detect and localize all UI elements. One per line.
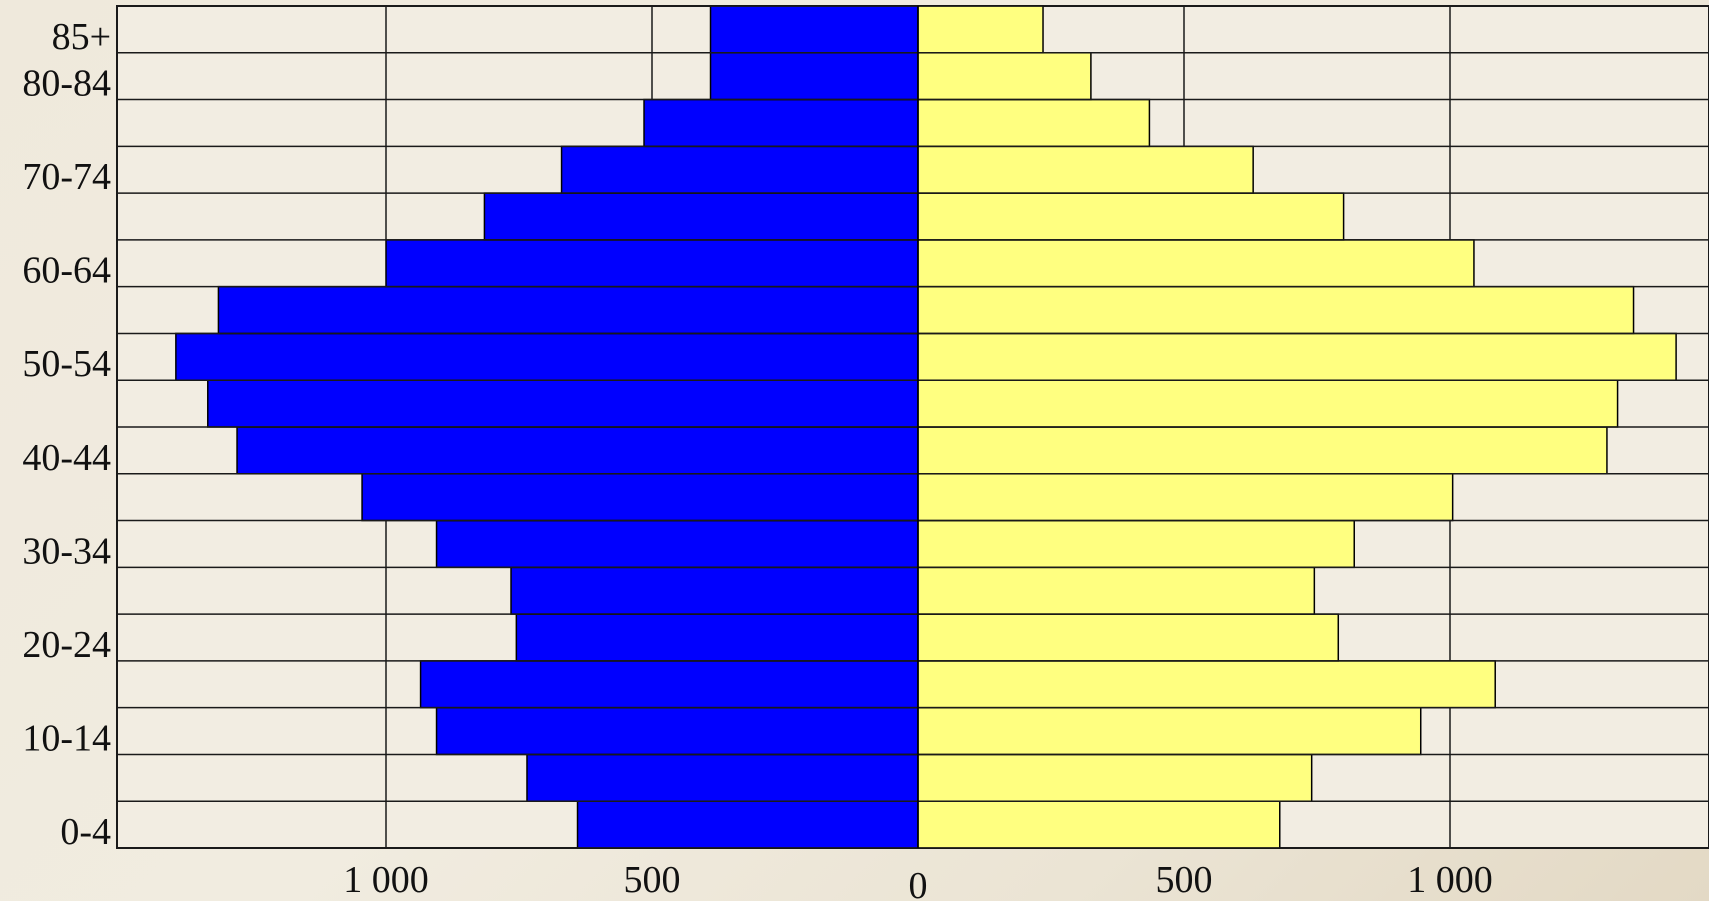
bar-left-45-49 — [207, 379, 919, 428]
bar-left-85+ — [709, 5, 919, 54]
bar-left-60-64 — [385, 239, 919, 288]
bar-left-20-24 — [515, 613, 919, 662]
bar-right-30-34 — [917, 519, 1355, 569]
bar-left-25-29 — [510, 566, 919, 615]
x-tick-label: 500 — [1156, 859, 1213, 901]
bar-left-35-39 — [361, 473, 919, 522]
bar-right-85+ — [917, 5, 1044, 54]
x-tick-label: 1 000 — [1407, 859, 1493, 901]
bar-right-25-29 — [917, 566, 1316, 615]
left-series-bars — [175, 5, 919, 849]
bar-right-50-54 — [917, 332, 1677, 381]
age-label: 40-44 — [22, 437, 111, 479]
x-axis-tick-labels: 1 000 500 0 500 1 000 — [343, 859, 1493, 901]
bar-right-15-19 — [917, 660, 1496, 709]
bar-left-40-44 — [236, 426, 919, 475]
bar-left-30-34 — [435, 519, 919, 569]
bar-left-70-74 — [560, 145, 919, 194]
bar-left-80-84 — [709, 52, 919, 101]
age-label: 70-74 — [22, 156, 111, 198]
x-tick-label: 500 — [624, 859, 681, 901]
bar-right-75-79 — [917, 98, 1151, 148]
age-label: 85+ — [52, 16, 111, 58]
bar-right-80-84 — [917, 52, 1092, 101]
bar-right-5-9 — [917, 753, 1313, 802]
age-label: 60-64 — [22, 250, 111, 292]
bar-right-10-14 — [917, 706, 1422, 756]
x-tick-label: 0 — [909, 865, 928, 901]
bar-right-45-49 — [917, 379, 1619, 428]
age-label: 30-34 — [22, 530, 111, 572]
bar-left-15-19 — [419, 660, 919, 709]
bar-left-55-59 — [217, 285, 919, 335]
bar-right-55-59 — [917, 285, 1635, 335]
bar-right-35-39 — [917, 473, 1454, 522]
age-label: 0-4 — [60, 811, 111, 853]
bar-left-65-69 — [483, 192, 919, 241]
bar-right-0-4 — [917, 800, 1281, 849]
bar-left-10-14 — [435, 706, 919, 756]
bar-left-0-4 — [576, 800, 919, 849]
bar-right-70-74 — [917, 145, 1254, 194]
bar-left-75-79 — [643, 98, 919, 148]
bar-right-40-44 — [917, 426, 1608, 475]
bar-right-65-69 — [917, 192, 1345, 241]
age-label: 80-84 — [22, 63, 111, 105]
bar-left-50-54 — [175, 332, 919, 381]
bar-right-60-64 — [917, 239, 1475, 288]
age-label: 10-14 — [22, 717, 111, 759]
bar-left-5-9 — [526, 753, 919, 802]
bar-right-20-24 — [917, 613, 1340, 662]
grid-lines — [117, 5, 1709, 849]
x-tick-label: 1 000 — [343, 859, 429, 901]
age-group-labels: 0-4 10-14 20-24 30-34 40-44 50-54 60-64 70-74 80… — [22, 16, 111, 853]
age-label: 20-24 — [22, 624, 111, 666]
age-label: 50-54 — [22, 343, 111, 385]
